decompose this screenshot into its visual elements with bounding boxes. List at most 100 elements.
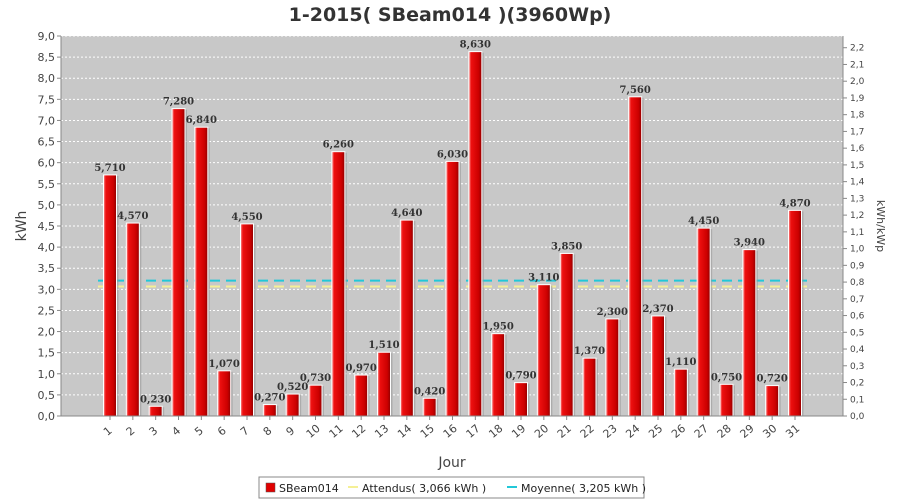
y-tick-label: 7,5	[38, 93, 56, 106]
bar	[559, 252, 574, 417]
legend-label-average: Moyenne( 3,205 kWh )	[521, 482, 646, 495]
bar	[628, 96, 643, 417]
x-tick-label: 9	[284, 424, 298, 438]
x-tick-label: 24	[623, 422, 642, 441]
y-right-tick-label: 0,0	[850, 412, 865, 422]
bar-value-label: 7,280	[163, 97, 194, 108]
legend-label-series: SBeam014	[279, 482, 339, 495]
x-tick-label: 20	[532, 422, 551, 441]
x-tick-label: 29	[738, 422, 757, 441]
bar	[148, 405, 163, 417]
bar-value-label: 0,270	[254, 393, 285, 404]
x-tick-label: 19	[509, 422, 528, 441]
y-right-tick-label: 0,3	[850, 362, 864, 372]
bar-value-label: 0,420	[414, 386, 445, 397]
bar-value-label: 0,730	[300, 373, 331, 384]
y-right-tick-label: 1,2	[850, 211, 864, 221]
y-right-tick-label: 2,2	[850, 44, 864, 54]
bar-value-label: 4,870	[779, 198, 810, 209]
legend: SBeam014 Attendus( 3,066 kWh ) Moyenne( 3,…	[258, 476, 646, 499]
x-axis: 1 2 3 4 5 6 7 8 9 10 11 12 13 14 15 16 17 18 19 20 21 22 23 24 2…	[61, 415, 843, 441]
bar	[354, 374, 369, 417]
y-right-tick-label: 1,6	[850, 144, 865, 154]
bar	[605, 318, 620, 417]
y-tick-label: 0,5	[38, 389, 56, 402]
y-right-tick-label: 1,3	[850, 194, 864, 204]
bar	[719, 383, 734, 417]
y-tick-label: 1,0	[38, 368, 56, 381]
x-tick-label: 18	[486, 422, 505, 441]
bar-value-label: 0,520	[277, 382, 308, 393]
bar	[788, 209, 802, 417]
legend-swatch-bar	[265, 482, 276, 493]
bar	[445, 160, 460, 417]
chart-title: 1-2015( SBeam014 )(3960Wp)	[289, 4, 612, 26]
x-tick-label: 17	[464, 422, 483, 441]
y-right-tick-label: 1,9	[850, 94, 865, 104]
bar	[308, 384, 323, 417]
y-tick-label: 4,0	[38, 241, 56, 254]
bar-value-label: 1,950	[483, 322, 514, 333]
y-tick-label: 5,0	[38, 199, 56, 212]
y-right-tick-label: 1,1	[850, 228, 864, 238]
bar-value-label: 4,450	[688, 216, 719, 227]
y-tick-label: 6,5	[38, 136, 56, 149]
bar	[125, 222, 140, 417]
x-tick-label: 15	[418, 422, 437, 441]
y-right-tick-label: 0,2	[850, 379, 864, 389]
y-right-tick-label: 0,6	[850, 312, 865, 322]
x-tick-label: 25	[646, 422, 665, 441]
bar	[377, 351, 391, 417]
bars	[103, 51, 804, 417]
bar-value-label: 7,560	[620, 85, 651, 96]
x-tick-label: 2	[124, 424, 138, 438]
bar-value-label: 3,850	[551, 241, 582, 252]
bar-value-label: 3,110	[528, 273, 559, 284]
y-axis-label: kWh	[14, 211, 30, 242]
legend-label-expected: Attendus( 3,066 kWh )	[362, 482, 486, 495]
left-axis: 0,0 0,5 1,0 1,5 2,0 2,5 3,0 3,5 4,0 4,5 5,0 5,5 6,0 6…	[38, 30, 62, 423]
y-tick-label: 0,0	[38, 410, 56, 423]
y-right-tick-label: 0,8	[850, 278, 865, 288]
y-right-tick-label: 0,5	[850, 328, 864, 338]
bar-value-label: 8,630	[460, 40, 491, 51]
y-right-tick-label: 1,8	[850, 111, 865, 121]
y-tick-label: 9,0	[38, 30, 56, 43]
bar-value-label: 4,570	[117, 211, 148, 222]
x-tick-label: 16	[441, 422, 460, 441]
x-tick-label: 3	[147, 424, 161, 438]
y-tick-label: 2,0	[38, 326, 56, 339]
y-right-tick-label: 1,0	[850, 245, 865, 255]
y-right-tick-label: 2,1	[850, 60, 864, 70]
bar-value-label: 1,370	[574, 346, 605, 357]
y-right-tick-label: 1,5	[850, 161, 864, 171]
right-axis: 0,0 0,1 0,2 0,3 0,4 0,5 0,6 0,7 0,8 0,9 1,0 1,1 1,2 1…	[842, 36, 865, 422]
bar	[422, 397, 437, 417]
bar	[536, 284, 551, 417]
x-tick-label: 28	[715, 422, 734, 441]
x-tick-label: 21	[555, 422, 574, 441]
bar	[491, 333, 506, 417]
bar-value-label: 6,840	[186, 115, 217, 126]
y-right-tick-label: 0,4	[850, 345, 865, 355]
bar	[194, 126, 209, 417]
bar-value-label: 6,260	[323, 140, 354, 151]
bar-value-label: 5,710	[94, 163, 125, 174]
x-tick-label: 31	[783, 422, 802, 441]
y-right-tick-label: 1,7	[850, 127, 864, 137]
bar	[217, 370, 232, 417]
x-tick-label: 1	[101, 424, 115, 438]
bar	[285, 393, 300, 417]
y-right-tick-label: 0,1	[850, 395, 864, 405]
y-tick-label: 8,5	[38, 51, 56, 64]
bar	[742, 249, 757, 417]
y-tick-label: 6,0	[38, 157, 56, 170]
bar	[331, 151, 346, 417]
x-tick-label: 12	[349, 422, 368, 441]
bar-value-label: 2,300	[597, 307, 628, 318]
bar	[582, 357, 597, 417]
bar	[399, 219, 414, 417]
bar-value-label: 1,110	[665, 357, 696, 368]
bar	[262, 404, 277, 417]
